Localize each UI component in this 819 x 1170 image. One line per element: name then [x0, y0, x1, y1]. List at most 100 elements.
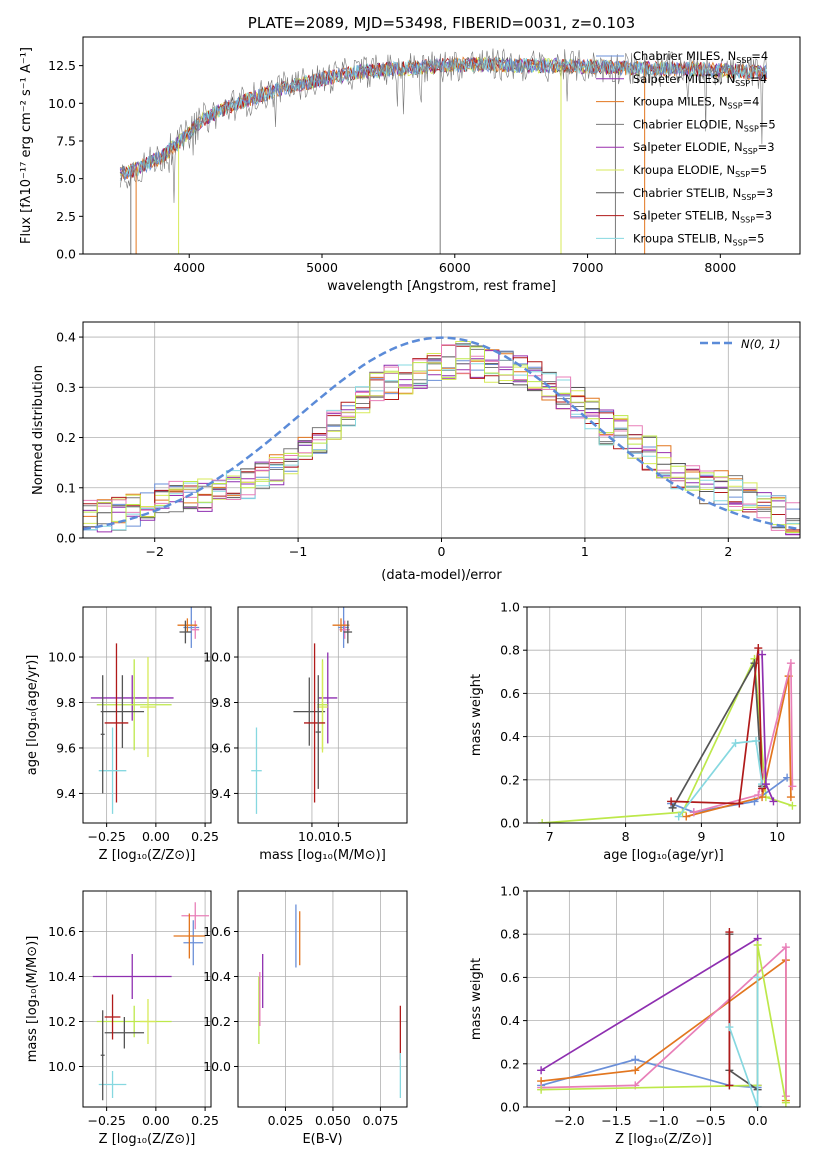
- weight-marker: [668, 803, 677, 812]
- x-axis-label: Z [log₁₀(Z/Z⊙)]: [615, 1132, 712, 1147]
- weight-marker: [735, 799, 744, 808]
- error-bar-point: [104, 994, 121, 1040]
- y-tick-label: 7.5: [56, 133, 76, 148]
- x-tick-label: −1.0: [648, 1113, 678, 1128]
- error-bar-point: [338, 607, 349, 648]
- weight-marker: [689, 808, 698, 817]
- weight-marker: [752, 736, 761, 745]
- y-axis-label: mass [log₁₀(M/M⊙)]: [25, 936, 40, 1063]
- weight-marker: [788, 782, 797, 791]
- y-tick-label: 10.0: [48, 96, 76, 111]
- weight-series-5: [671, 647, 763, 805]
- legend-subscript: SSP: [744, 124, 759, 133]
- x-axis-label: wavelength [Angstrom, rest frame]: [327, 279, 556, 294]
- legend-entry: Salpeter MILES, NSSP=4: [633, 72, 767, 88]
- weight-marker: [725, 928, 734, 937]
- histogram-steps: [83, 336, 800, 536]
- weight-series-7: [728, 977, 759, 1107]
- x-tick-label: −0.5: [695, 1113, 725, 1128]
- weight-marker: [786, 659, 795, 668]
- weight-marker: [631, 1055, 640, 1064]
- x-tick-label: 10.5: [324, 829, 352, 844]
- x-axis-label: (data-model)/error: [381, 568, 502, 583]
- y-tick-label: 0.6: [500, 970, 520, 985]
- weight-marker: [753, 973, 762, 982]
- weight-marker: [781, 1098, 790, 1107]
- legend-entry: Salpeter STELIB, NSSP=3: [633, 209, 772, 225]
- y-tick-label: 0.8: [500, 927, 520, 942]
- y-tick-label: 0.2: [500, 1056, 520, 1071]
- x-tick-label: 0: [438, 544, 446, 559]
- y-tick-label: 0.3: [56, 380, 76, 395]
- x-tick-label: −1.5: [601, 1113, 631, 1128]
- legend-subscript: SSP: [735, 170, 750, 179]
- y-tick-label: 1.0: [500, 884, 520, 899]
- legend-subscript: SSP: [735, 79, 750, 88]
- error-bar-point: [177, 618, 198, 633]
- legend-subscript: SSP: [743, 147, 758, 156]
- legend-label: Salpeter ELODIE, N: [633, 140, 743, 154]
- legend-label: Salpeter STELIB, N: [633, 209, 740, 223]
- weight-marker: [753, 941, 762, 949]
- weight-series-4: [671, 660, 763, 809]
- x-tick-label: 0.025: [268, 1113, 304, 1128]
- y-tick-label: 0.4: [500, 1013, 520, 1028]
- error-bar-point: [315, 675, 321, 789]
- y-tick-label: 0.0: [56, 531, 76, 546]
- chart-title: PLATE=2089, MJD=53498, FIBERID=0031, z=0…: [248, 14, 635, 32]
- y-tick-label: 0.6: [500, 686, 520, 701]
- weight-marker: [731, 739, 740, 748]
- error-bar-point: [96, 659, 172, 751]
- x-tick-label: 0.25: [191, 829, 219, 844]
- weight-marker: [754, 790, 763, 799]
- y-axis-label: mass weight: [469, 958, 484, 1040]
- weight-marker: [682, 812, 691, 821]
- plot-frame: [237, 890, 408, 1108]
- x-tick-label: 4000: [173, 260, 205, 275]
- spectrum-lines: [119, 48, 768, 254]
- x-axis-label: age [log₁₀(age/yr)]: [603, 848, 724, 863]
- legend-subscript: SSP: [728, 102, 743, 111]
- x-tick-label: 7: [546, 829, 554, 844]
- weight-series-6: [678, 739, 763, 818]
- y-tick-label: 10.4: [48, 969, 76, 984]
- y-axis-label: age [log₁₀(age/yr)]: [25, 655, 40, 776]
- error-bar-point: [90, 675, 174, 721]
- y-tick-label: 10.0: [203, 650, 231, 665]
- histogram-series-9: [83, 344, 800, 531]
- legend-label: Salpeter MILES, N: [633, 72, 735, 86]
- y-tick-label: 10.0: [203, 1059, 231, 1074]
- error-bar-point: [179, 620, 192, 644]
- weight-marker: [769, 797, 778, 806]
- legend-label: Chabrier MILES, N: [633, 49, 736, 63]
- x-tick-label: −2.0: [554, 1113, 584, 1128]
- y-tick-label: 0.0: [500, 816, 520, 831]
- weight-marker: [758, 650, 767, 659]
- x-tick-label: 5000: [306, 260, 338, 275]
- error-bar-point: [100, 675, 145, 748]
- x-tick-label: 8000: [704, 260, 736, 275]
- legend-suffix: =5: [759, 117, 776, 131]
- y-tick-label: 12.5: [48, 58, 76, 73]
- error-bar-point: [293, 677, 326, 746]
- x-tick-label: 7000: [572, 260, 604, 275]
- x-tick-label: 0.0: [748, 1113, 768, 1128]
- legend-label: Kroupa MILES, N: [633, 95, 728, 109]
- weight-marker: [753, 1103, 762, 1107]
- error-bar-point: [92, 954, 172, 999]
- y-tick-label: 10.2: [48, 1014, 76, 1029]
- legend-suffix: =3: [755, 209, 772, 223]
- y-tick-label: 0.0: [56, 247, 76, 262]
- plot-frame: [82, 606, 212, 824]
- error-bars: [251, 607, 353, 814]
- y-tick-label: 9.4: [56, 786, 76, 801]
- metallicity-mass-panel: −0.25 0.00 0.25 10.0 10.2 10.4 10.6 Z [log₁₀(Z/…: [25, 890, 219, 1147]
- error-bar-point: [343, 620, 353, 644]
- x-tick-label: 8: [622, 829, 630, 844]
- weight-marker: [781, 943, 790, 952]
- plot-frame: [526, 606, 801, 824]
- weight-marker: [754, 644, 763, 653]
- legend-suffix: =3: [756, 186, 773, 200]
- extinction-mass-panel: 0.025 0.050 0.075 10.0 10.2 10.4 10.6 E(B-V): [203, 890, 408, 1147]
